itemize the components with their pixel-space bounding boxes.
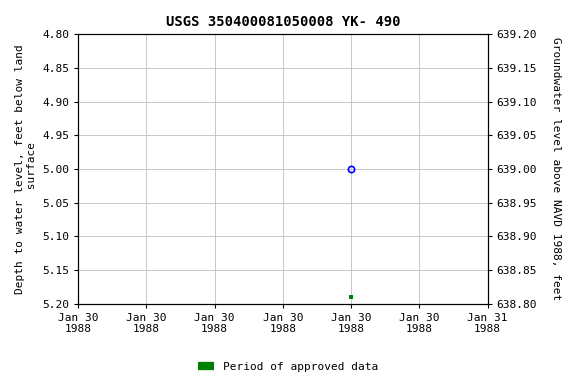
Y-axis label: Groundwater level above NAVD 1988, feet: Groundwater level above NAVD 1988, feet (551, 38, 561, 301)
Y-axis label: Depth to water level, feet below land
 surface: Depth to water level, feet below land su… (15, 44, 37, 294)
Title: USGS 350400081050008 YK- 490: USGS 350400081050008 YK- 490 (166, 15, 400, 29)
Legend: Period of approved data: Period of approved data (193, 358, 383, 377)
